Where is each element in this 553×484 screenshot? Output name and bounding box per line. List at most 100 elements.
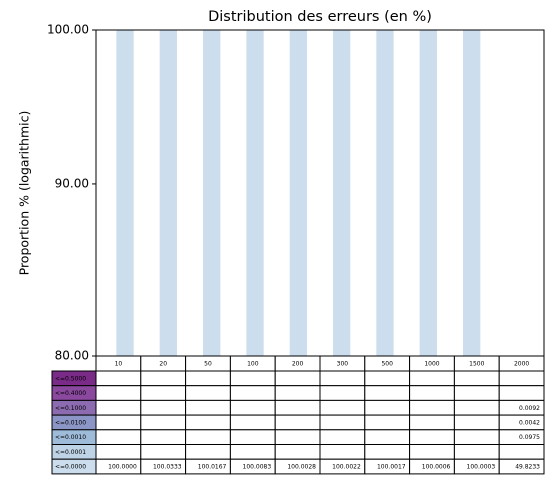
column-header: 1500 <box>469 361 484 368</box>
table-value: 100.0017 <box>377 464 406 471</box>
table-value: 100.0333 <box>153 464 182 471</box>
table-cell <box>140 370 187 387</box>
table-cell <box>319 444 366 460</box>
column-header: 300 <box>337 361 349 368</box>
table-value: 0.0975 <box>519 434 540 441</box>
bar-segment <box>246 30 264 356</box>
table-cell <box>364 399 411 416</box>
table-cell <box>498 444 545 460</box>
bars <box>116 30 481 356</box>
table-value: 100.0083 <box>243 464 272 471</box>
y-tick-label: 90.00 <box>55 176 89 190</box>
table-value: 49.8233 <box>515 464 540 471</box>
table-cell <box>364 370 411 387</box>
table-value: 100.0167 <box>198 464 227 471</box>
table-cell <box>229 399 276 416</box>
table-cell <box>274 399 321 416</box>
table-cell <box>453 399 500 416</box>
table-cell <box>229 429 276 445</box>
table-cell <box>409 399 455 416</box>
table-cell <box>95 370 142 387</box>
column-header: 200 <box>292 361 304 368</box>
bar-segment <box>462 30 481 356</box>
table-cell <box>185 414 231 431</box>
row-label: <=0.0010 <box>55 434 86 441</box>
table-cell <box>95 399 142 416</box>
table-cell <box>140 429 187 445</box>
chart-title: Distribution des erreurs (en %) <box>208 9 432 25</box>
column-header: 1000 <box>424 361 439 368</box>
table-value: 100.0003 <box>467 464 496 471</box>
table-cell <box>140 399 187 416</box>
bar-segment <box>332 30 351 356</box>
table-cell <box>453 429 500 445</box>
table-cell <box>229 385 276 401</box>
table-cell <box>409 385 455 401</box>
bar-segment <box>289 30 308 356</box>
table-cell <box>409 414 455 431</box>
table-cell <box>364 414 411 431</box>
table-cell <box>95 414 142 431</box>
column-header: 50 <box>204 361 212 368</box>
row-label: <=0.4000 <box>55 390 86 397</box>
table-cell <box>185 385 231 401</box>
table-value: 0.0092 <box>519 405 540 412</box>
row-label: <=0.0000 <box>55 464 86 471</box>
table-cell <box>140 414 187 431</box>
table-cell <box>95 429 142 445</box>
table-cell <box>274 444 321 460</box>
table-cell <box>185 444 231 460</box>
table-cell <box>140 385 187 401</box>
table-cell <box>498 385 545 401</box>
y-tick-label: 80.00 <box>55 349 89 363</box>
column-header: 100 <box>247 361 259 368</box>
table-cell <box>229 444 276 460</box>
table-cell <box>229 370 276 387</box>
table-value: 100.0006 <box>422 464 451 471</box>
table-cell <box>453 444 500 460</box>
column-header: 10 <box>115 361 123 368</box>
row-label: <=0.0100 <box>55 419 86 426</box>
table-cell <box>95 385 142 401</box>
table-cell <box>319 414 366 431</box>
table-value: 100.0022 <box>332 464 361 471</box>
table-cell <box>185 429 231 445</box>
table-cell <box>95 444 142 460</box>
bar-segment <box>116 30 134 356</box>
table-cell <box>185 370 231 387</box>
table-cell <box>274 385 321 401</box>
table-cell <box>453 370 500 387</box>
bar-segment <box>376 30 394 356</box>
row-label: <=0.5000 <box>55 375 86 382</box>
row-label: <=0.0001 <box>55 449 86 456</box>
table-cell <box>498 458 545 475</box>
table-cell <box>364 444 411 460</box>
table-value: 100.0028 <box>287 464 316 471</box>
table-value: 0.0042 <box>519 419 540 426</box>
table-value: 100.0000 <box>108 464 137 471</box>
table-cell <box>409 370 455 387</box>
bar-segment <box>419 30 437 356</box>
table-cell <box>453 414 500 431</box>
table-cell <box>409 444 455 460</box>
table-cell <box>364 429 411 445</box>
column-header: 2000 <box>514 361 529 368</box>
bar-segment <box>159 30 178 356</box>
column-header: 20 <box>159 361 167 368</box>
table-cell <box>229 414 276 431</box>
y-tick-label: 100.00 <box>47 23 89 37</box>
table-cell <box>409 429 455 445</box>
table-cell <box>185 399 231 416</box>
row-label: <=0.1000 <box>55 405 86 412</box>
table-cell <box>453 385 500 401</box>
y-axis-label: Proportion % (logarithmic) <box>17 111 32 276</box>
table-cell <box>274 370 321 387</box>
table-cell <box>319 399 366 416</box>
table-cell <box>364 385 411 401</box>
table-cell <box>319 370 366 387</box>
table-cell <box>319 429 366 445</box>
table-cell <box>498 370 545 387</box>
column-header: 500 <box>381 361 393 368</box>
table-cell <box>274 414 321 431</box>
